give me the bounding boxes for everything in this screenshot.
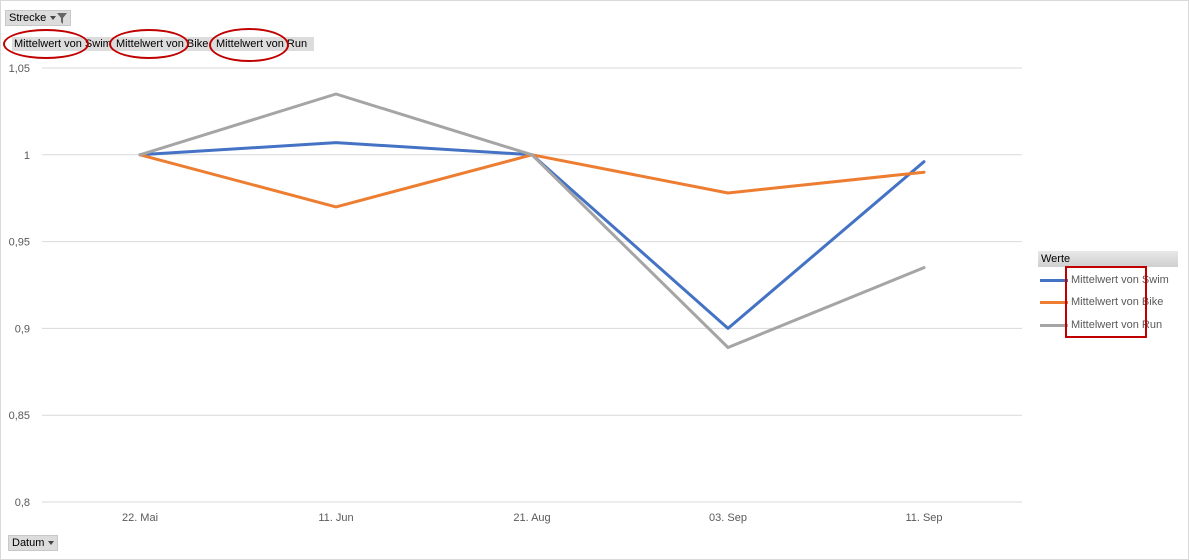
- legend-label-run: Mittelwert von Run: [1071, 319, 1163, 331]
- legend-swatch-bike: [1040, 300, 1068, 304]
- legend-label-swim: Mittelwert von Swim: [1071, 274, 1169, 286]
- highlight-ellipse-swim: [3, 29, 89, 59]
- x-tick-label: 11. Sep: [905, 512, 942, 524]
- y-tick-label: 0,8: [15, 497, 30, 509]
- x-tick-label: 03. Sep: [709, 512, 747, 524]
- highlight-ellipse-run: [209, 28, 289, 62]
- y-tick-label: 1: [24, 150, 30, 162]
- gridlines: [42, 67, 1022, 503]
- axis-field-button[interactable]: Datum: [8, 535, 59, 551]
- legend-title: Werte: [1038, 251, 1178, 267]
- highlight-rect-legend: [1065, 266, 1147, 338]
- series-line-swim[interactable]: [138, 141, 926, 330]
- y-tick-label: 0,95: [9, 237, 30, 249]
- chevron-down-icon: [50, 16, 57, 21]
- filter-icon: [57, 12, 68, 24]
- series-line-run[interactable]: [138, 92, 926, 349]
- series-line-bike[interactable]: [138, 153, 926, 209]
- legend-item-bike[interactable]: Mittelwert von Bike: [1040, 294, 1163, 310]
- y-tick-label: 0,85: [9, 410, 30, 422]
- legend-item-swim[interactable]: Mittelwert von Swim: [1040, 272, 1169, 288]
- chevron-down-icon: [48, 541, 55, 546]
- x-tick-label: 11. Jun: [318, 512, 353, 524]
- x-tick-label: 22. Mai: [122, 512, 158, 524]
- series-lines: [138, 92, 926, 349]
- x-tick-label: 21. Aug: [513, 512, 550, 524]
- legend-item-run[interactable]: Mittelwert von Run: [1040, 317, 1162, 333]
- filter-field-button[interactable]: Strecke: [5, 10, 72, 26]
- axis-field-label: Datum: [12, 537, 45, 549]
- x-axis-tick-labels: 22. Mai 11. Jun 21. Aug 03. Sep 11. Sep: [122, 512, 943, 524]
- filter-field-label: Strecke: [9, 12, 47, 24]
- highlight-ellipse-bike: [109, 29, 189, 59]
- legend-swatch-swim: [1040, 278, 1068, 282]
- legend-label-bike: Mittelwert von Bike: [1071, 296, 1164, 308]
- y-tick-label: 0,9: [15, 323, 30, 335]
- y-tick-label: 1,05: [9, 63, 30, 75]
- legend-swatch-run: [1040, 323, 1068, 327]
- y-axis-tick-labels: 0,8 0,85 0,9 0,95 1 1,05: [9, 63, 30, 509]
